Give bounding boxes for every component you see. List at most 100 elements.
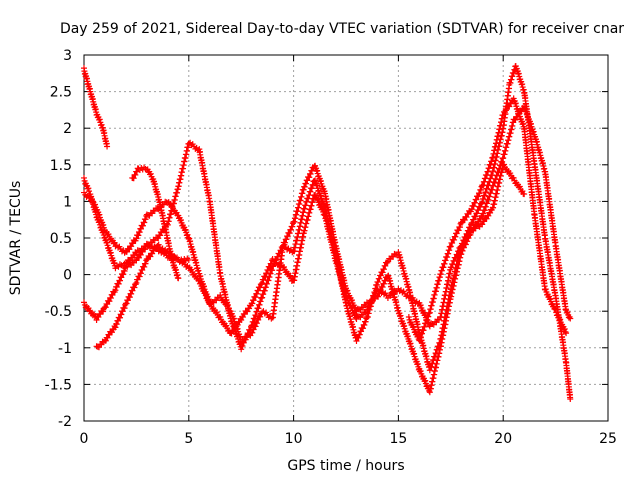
- y-tick-label: 2: [63, 121, 72, 137]
- data-point: [301, 183, 308, 190]
- data-point: [375, 279, 382, 286]
- data-point: [213, 309, 220, 316]
- data-point: [380, 291, 387, 298]
- data-point: [410, 323, 417, 330]
- data-point: [129, 287, 136, 294]
- data-point: [104, 143, 111, 150]
- data-point: [248, 323, 255, 330]
- data-point: [452, 233, 459, 240]
- data-point: [352, 304, 359, 311]
- data-point: [405, 314, 412, 321]
- series-track-g: [405, 95, 570, 344]
- data-point: [356, 331, 363, 338]
- y-tick-label: 0: [63, 268, 72, 284]
- data-point: [382, 262, 389, 269]
- data-point: [122, 301, 129, 308]
- data-point: [358, 328, 365, 335]
- data-point: [303, 180, 310, 187]
- data-point: [468, 206, 475, 213]
- data-point: [238, 346, 245, 353]
- data-point: [477, 187, 484, 194]
- y-tick-label: 1: [63, 194, 72, 210]
- data-point: [136, 273, 143, 280]
- data-point: [142, 246, 149, 253]
- data-point: [177, 217, 184, 224]
- data-point: [130, 175, 137, 182]
- data-point: [516, 183, 523, 190]
- data-point: [380, 280, 387, 287]
- data-point: [132, 171, 139, 178]
- data-point: [352, 311, 359, 318]
- data-point: [287, 272, 294, 279]
- data-point: [175, 275, 182, 282]
- data-point: [552, 306, 559, 313]
- x-axis-label: GPS time / hours: [287, 458, 404, 474]
- data-point: [375, 293, 382, 300]
- data-point: [472, 199, 479, 206]
- data-point: [462, 241, 469, 248]
- data-point: [124, 297, 131, 304]
- data-point: [307, 171, 314, 178]
- data-point: [113, 283, 120, 290]
- data-points: [81, 62, 574, 403]
- x-tick-label: 0: [80, 431, 89, 447]
- data-point: [557, 316, 564, 323]
- data-point: [121, 305, 128, 312]
- y-tick-label: -1: [58, 341, 72, 357]
- data-point: [253, 290, 260, 297]
- data-point: [561, 325, 568, 332]
- data-point: [188, 266, 195, 273]
- data-point: [244, 333, 251, 340]
- data-point: [460, 237, 467, 244]
- data-point: [422, 377, 429, 384]
- data-point: [261, 310, 268, 317]
- data-point: [249, 300, 256, 307]
- data-point: [542, 286, 549, 293]
- data-point: [115, 317, 122, 324]
- data-point: [81, 174, 87, 181]
- data-point: [284, 233, 291, 240]
- data-point: [113, 321, 120, 328]
- data-point: [477, 204, 484, 211]
- data-point: [464, 238, 471, 245]
- data-point: [276, 250, 283, 257]
- data-point: [131, 284, 138, 291]
- data-point: [128, 290, 135, 297]
- data-point: [257, 284, 264, 291]
- data-point: [134, 276, 141, 283]
- data-point: [474, 210, 480, 217]
- data-point: [100, 308, 107, 315]
- data-point: [112, 287, 119, 294]
- x-tick-label: 25: [599, 431, 617, 447]
- x-tick-label: 5: [184, 431, 193, 447]
- data-point: [567, 396, 574, 403]
- data-point: [141, 219, 148, 226]
- data-point: [289, 223, 296, 230]
- data-point: [377, 272, 384, 279]
- data-point: [379, 269, 386, 276]
- data-point: [247, 327, 254, 334]
- data-point: [273, 257, 280, 264]
- data-point: [547, 295, 554, 302]
- data-point: [117, 277, 124, 284]
- series-track-a: [81, 65, 111, 150]
- data-point: [172, 255, 179, 262]
- data-point: [137, 270, 144, 277]
- data-point: [242, 336, 249, 343]
- data-point: [456, 224, 463, 231]
- data-point: [133, 279, 140, 286]
- data-point: [239, 343, 246, 350]
- data-point: [344, 287, 351, 294]
- y-tick-label: 2.5: [50, 85, 72, 101]
- data-point: [135, 232, 142, 239]
- data-point: [564, 309, 571, 316]
- chart-title: Day 259 of 2021, Sidereal Day-to-day VTE…: [60, 21, 624, 37]
- data-point: [473, 196, 480, 203]
- data-point: [240, 339, 247, 346]
- data-point: [379, 284, 386, 291]
- data-point: [133, 235, 140, 242]
- data-point: [462, 234, 469, 241]
- data-point: [102, 304, 109, 311]
